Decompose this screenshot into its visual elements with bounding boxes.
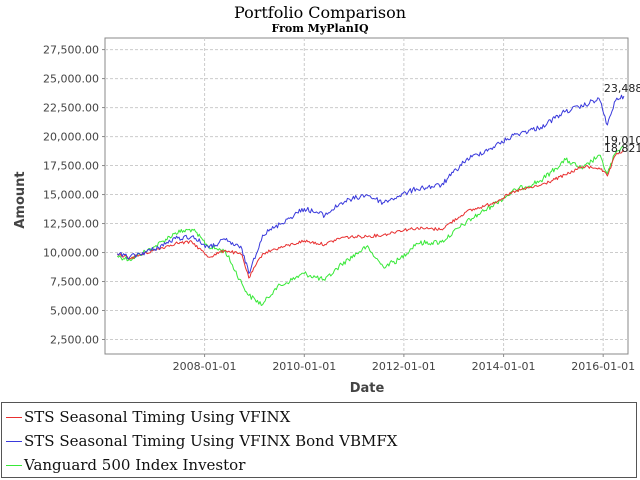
y-tick-label: 2,500.00 (50, 334, 99, 347)
y-tick-label: 27,500.00 (43, 44, 99, 57)
x-axis-ticks: 2008-01-01 2010-01-01 2012-01-01 2014-01-01… (173, 354, 635, 373)
y-tick-label: 7,500.00 (50, 276, 99, 289)
y-tick-label: 10,000.00 (43, 247, 99, 260)
y-tick-label: 5,000.00 (50, 305, 99, 318)
y-tick-label: 22,500.00 (43, 102, 99, 115)
x-tick-label: 2016-01-01 (571, 360, 635, 373)
legend-swatch (6, 464, 22, 466)
end-value-label: 18,821 (604, 142, 640, 155)
legend-item: STS Seasonal Timing Using VFINX (6, 406, 290, 428)
end-value-label: 23,488 (604, 82, 640, 95)
chart-subtitle: From MyPlanIQ (271, 22, 369, 35)
y-axis-label: Amount (13, 171, 28, 228)
plot-area (104, 37, 629, 355)
y-tick-label: 25,000.00 (43, 73, 99, 86)
series-line (116, 149, 625, 279)
legend-item: STS Seasonal Timing Using VFINX Bond VBM… (6, 430, 397, 452)
legend-label: Vanguard 500 Index Investor (24, 456, 246, 474)
legend-swatch (6, 440, 22, 442)
legend: STS Seasonal Timing Using VFINX STS Seas… (1, 402, 637, 478)
legend-item: Vanguard 500 Index Investor (6, 454, 245, 476)
y-tick-label: 17,500.00 (43, 160, 99, 173)
chart: Portfolio Comparison From MyPlanIQ 2,500… (13, 3, 640, 396)
x-axis-label: Date (350, 381, 385, 396)
y-tick-label: 20,000.00 (43, 131, 99, 144)
legend-label: STS Seasonal Timing Using VFINX (24, 408, 291, 426)
legend-label: STS Seasonal Timing Using VFINX Bond VBM… (24, 432, 398, 450)
chart-title: Portfolio Comparison (234, 3, 406, 22)
series-line (116, 94, 625, 274)
legend-swatch (6, 416, 22, 418)
x-tick-label: 2010-01-01 (272, 360, 336, 373)
x-tick-label: 2008-01-01 (173, 360, 237, 373)
x-tick-label: 2012-01-01 (372, 360, 436, 373)
y-axis-ticks: 2,500.00 5,000.00 7,500.00 10,000.00 12,500.… (43, 44, 105, 347)
series-line (116, 145, 625, 306)
series-layer (116, 94, 625, 306)
y-tick-label: 12,500.00 (43, 218, 99, 231)
x-tick-label: 2014-01-01 (472, 360, 536, 373)
end-value-label: 19,010 (604, 134, 640, 147)
y-tick-label: 15,000.00 (43, 189, 99, 202)
